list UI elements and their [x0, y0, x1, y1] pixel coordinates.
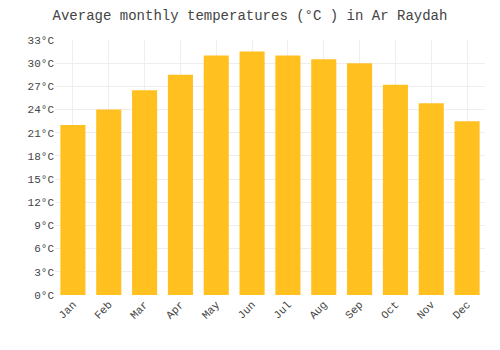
svg-text:Aug: Aug [307, 299, 329, 321]
svg-text:Jul: Jul [271, 299, 293, 321]
svg-text:Sep: Sep [343, 299, 365, 321]
svg-text:27°C: 27°C [28, 81, 55, 93]
svg-text:33°C: 33°C [28, 35, 55, 47]
svg-text:Oct: Oct [379, 299, 401, 321]
svg-text:6°C: 6°C [34, 243, 54, 255]
svg-text:24°C: 24°C [28, 104, 55, 116]
svg-text:May: May [200, 299, 223, 322]
svg-text:0°C: 0°C [34, 290, 54, 302]
svg-text:Jun: Jun [236, 299, 258, 321]
svg-text:9°C: 9°C [34, 220, 54, 232]
svg-text:12°C: 12°C [28, 197, 55, 209]
svg-text:Feb: Feb [92, 299, 114, 321]
svg-text:Nov: Nov [415, 299, 438, 322]
svg-text:Dec: Dec [451, 299, 473, 321]
svg-text:Jan: Jan [56, 299, 78, 321]
svg-text:15°C: 15°C [28, 174, 55, 186]
svg-text:3°C: 3°C [34, 267, 54, 279]
svg-text:21°C: 21°C [28, 128, 55, 140]
svg-text:Mar: Mar [128, 299, 150, 321]
svg-text:18°C: 18°C [28, 151, 55, 163]
svg-text:Average monthly temperatures (: Average monthly temperatures (°C ) in Ar… [53, 8, 448, 24]
svg-text:Apr: Apr [164, 299, 186, 321]
svg-text:30°C: 30°C [28, 58, 55, 70]
